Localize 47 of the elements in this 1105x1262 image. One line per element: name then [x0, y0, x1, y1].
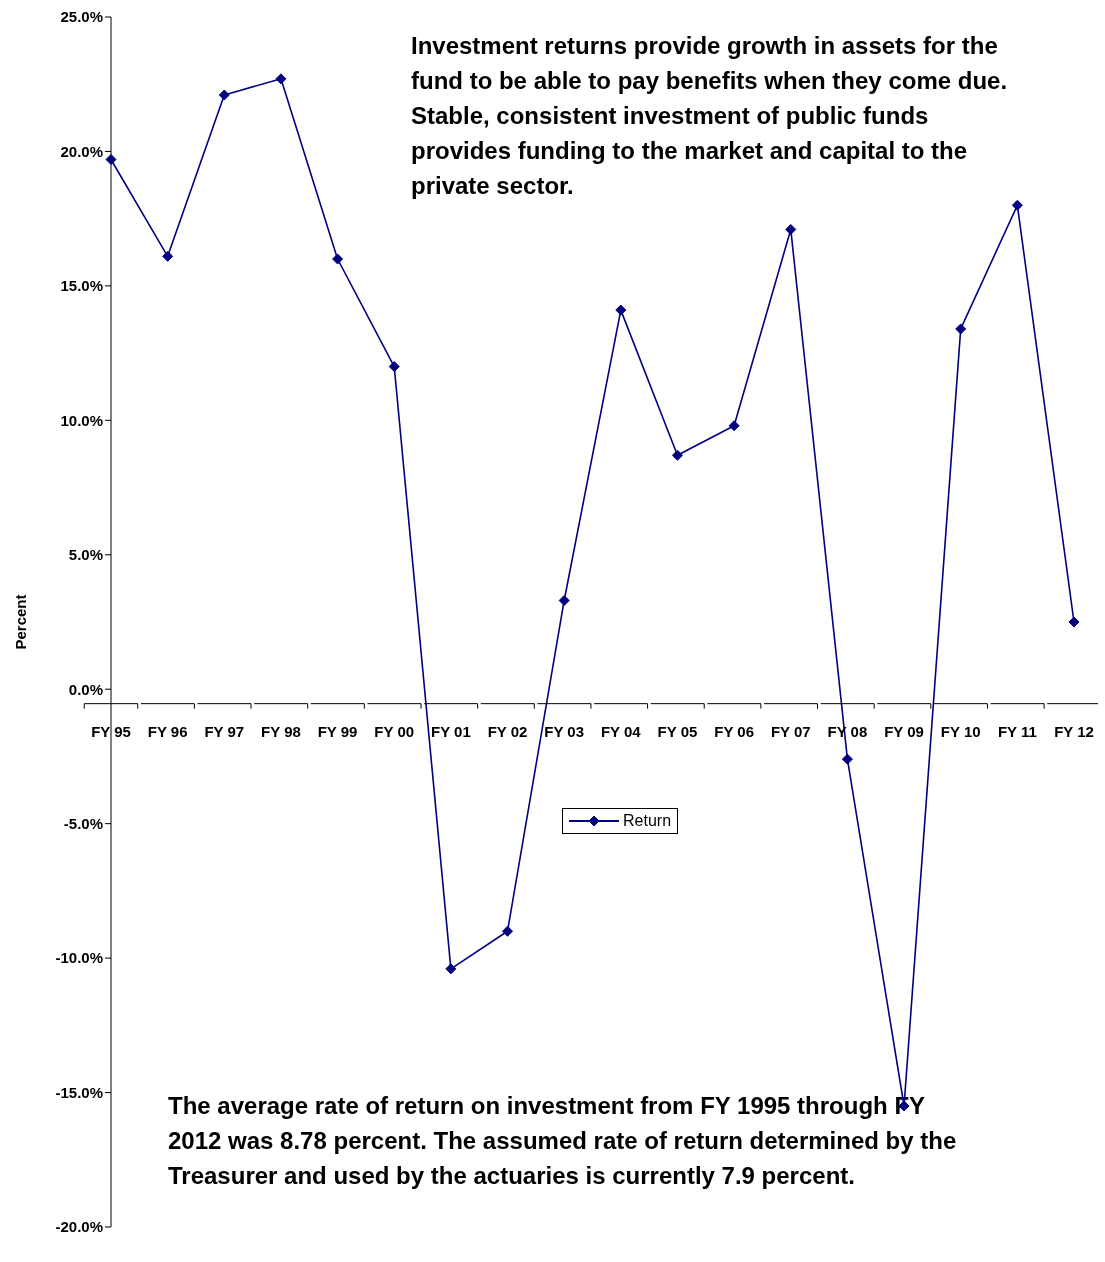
- point: [955, 323, 967, 335]
- point: [728, 420, 740, 432]
- point: [558, 594, 570, 606]
- y-tick-label: 15.0%: [60, 277, 103, 295]
- x-tick-label: FY 11: [997, 722, 1037, 740]
- x-tick-label: FY 07: [770, 722, 811, 740]
- y-tick-label: -5.0%: [63, 814, 103, 832]
- y-axis-title: Percent: [12, 594, 30, 650]
- x-tick-label: FY 96: [147, 722, 188, 740]
- point: [785, 223, 797, 235]
- x-tick-label: FY 01: [431, 722, 471, 740]
- point: [275, 73, 287, 85]
- point: [1068, 616, 1080, 628]
- point: [388, 361, 400, 373]
- x-tick-label: FY 12: [1054, 722, 1094, 740]
- point: [105, 154, 117, 166]
- y-tick-label: 20.0%: [60, 142, 103, 160]
- y-tick-label: 5.0%: [68, 546, 103, 564]
- x-tick-label: FY 99: [317, 722, 358, 740]
- x-tick-label: FY 02: [487, 722, 528, 740]
- x-tick-label: FY 97: [204, 722, 245, 740]
- point: [671, 449, 683, 461]
- point: [615, 304, 627, 316]
- x-tick-label: FY 06: [714, 722, 754, 740]
- point: [502, 925, 514, 937]
- x-tick-label: FY 95: [91, 722, 131, 740]
- point: [218, 89, 230, 101]
- point: [332, 253, 344, 265]
- y-tick-label: 25.0%: [60, 8, 103, 26]
- x-tick-label: FY 04: [600, 722, 642, 740]
- point: [162, 250, 174, 262]
- point: [445, 963, 457, 975]
- y-tick-label: -20.0%: [55, 1218, 103, 1236]
- x-tick-label: FY 00: [374, 722, 415, 740]
- point: [1011, 199, 1023, 211]
- y-tick-label: 10.0%: [60, 411, 103, 429]
- y-tick-label: -15.0%: [55, 1083, 103, 1101]
- legend-label: Return: [622, 812, 672, 830]
- x-tick-label: FY 98: [261, 722, 301, 740]
- y-tick-label: 0.0%: [68, 680, 103, 698]
- point: [841, 753, 853, 765]
- y-tick-label: -10.0%: [55, 949, 103, 967]
- x-tick-label: FY 09: [884, 722, 924, 740]
- x-tick-label: FY 03: [544, 722, 585, 740]
- x-tick-label: FY 05: [657, 722, 698, 740]
- annotation: Investment returns provide growth in assets for the fund to be able to pay benefits when they come due. Stable, consistent investment of public funds provides funding to the market and capital to the private sector.: [411, 31, 1009, 201]
- x-tick-label: FY 10: [940, 722, 981, 740]
